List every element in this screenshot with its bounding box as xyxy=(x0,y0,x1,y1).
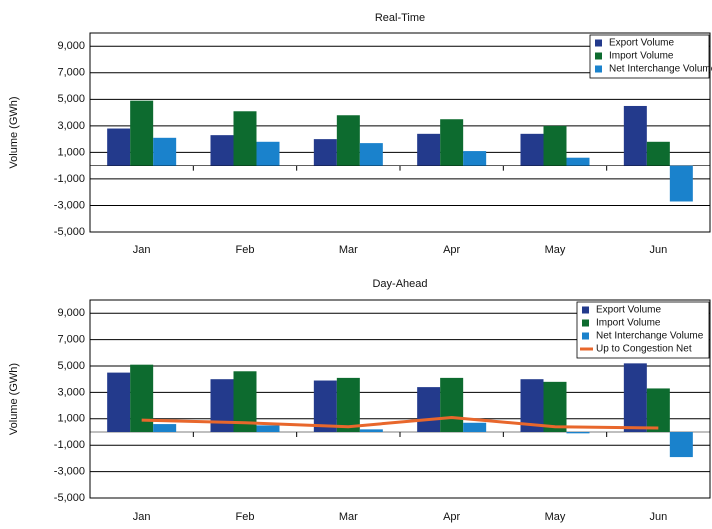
legend-label: Export Volume xyxy=(596,305,661,316)
chart-title: Day-Ahead xyxy=(372,278,427,290)
legend-swatch xyxy=(582,306,589,314)
bar xyxy=(336,115,360,166)
bar xyxy=(566,157,590,166)
x-tick-label: Jun xyxy=(649,244,667,256)
legend-label: Export Volume xyxy=(609,38,674,49)
y-tick-label: -3,000 xyxy=(54,466,85,478)
y-tick-label: 3,000 xyxy=(57,386,85,398)
legend-box xyxy=(576,301,710,359)
chart: Real-Time Volume (GWh) -5,000 -3,000 -1,000 1… xyxy=(8,12,712,256)
bar xyxy=(623,363,647,432)
y-tick-label: -1,000 xyxy=(54,173,85,185)
x-tick-label: Jan xyxy=(133,244,151,256)
bar xyxy=(566,432,590,434)
x-tick-label: May xyxy=(545,244,566,256)
y-tick-label: 7,000 xyxy=(57,334,85,346)
x-tick-label: May xyxy=(545,511,566,523)
legend-label: Import Volume xyxy=(596,318,661,329)
bar xyxy=(543,125,567,166)
chart-title: Real-Time xyxy=(375,12,425,24)
bar xyxy=(463,151,487,166)
y-tick-label: 5,000 xyxy=(57,360,85,372)
bar xyxy=(646,141,670,166)
y-tick-label: 3,000 xyxy=(57,120,85,132)
bar xyxy=(107,372,131,432)
x-tick-label: Jun xyxy=(649,511,667,523)
bar xyxy=(336,377,360,432)
y-tick-label: -5,000 xyxy=(54,492,85,504)
bar xyxy=(210,379,234,432)
legend-label: Up to Congestion Net xyxy=(596,344,692,355)
y-tick-label: -1,000 xyxy=(54,439,85,451)
bar xyxy=(520,379,544,432)
y-tick-label: 9,000 xyxy=(57,307,85,319)
bar xyxy=(669,432,693,458)
bar xyxy=(359,429,383,432)
y-tick-label: 9,000 xyxy=(57,40,85,52)
y-tick-label: 1,000 xyxy=(57,146,85,158)
y-tick-label: 1,000 xyxy=(57,413,85,425)
bar xyxy=(210,135,234,166)
legend-box xyxy=(589,34,710,79)
bar xyxy=(543,381,567,432)
bar xyxy=(520,133,544,166)
x-tick-label: Feb xyxy=(236,244,255,256)
bar xyxy=(623,105,647,166)
bar xyxy=(359,143,383,166)
legend-label: Net Interchange Volume xyxy=(596,331,704,342)
chart: Day-Ahead Volume (GWh) -5,000 -3,000 -1,000 1… xyxy=(8,278,711,523)
y-tick-label: 5,000 xyxy=(57,93,85,105)
bar xyxy=(130,100,154,166)
bar xyxy=(313,380,337,432)
bar xyxy=(669,165,693,202)
legend-swatch xyxy=(595,52,602,60)
bar xyxy=(417,387,441,432)
line-series xyxy=(141,415,659,430)
bar xyxy=(233,371,257,432)
x-tick-label: Apr xyxy=(443,244,460,256)
legend-swatch xyxy=(595,65,602,73)
legend-swatch xyxy=(582,332,589,340)
bar xyxy=(646,388,670,432)
bar xyxy=(440,377,464,432)
y-tick-label: -5,000 xyxy=(54,226,85,238)
bar xyxy=(256,141,280,166)
bar xyxy=(313,139,337,166)
x-tick-label: Jan xyxy=(133,511,151,523)
y-axis-label: Volume (GWh) xyxy=(8,363,20,435)
x-tick-label: Mar xyxy=(339,511,358,523)
y-tick-label: -3,000 xyxy=(54,199,85,211)
legend-label: Net Interchange Volume xyxy=(609,64,712,75)
bar xyxy=(417,133,441,166)
x-tick-label: Apr xyxy=(443,511,460,523)
bar xyxy=(130,364,154,432)
bar xyxy=(107,128,131,166)
bar xyxy=(463,422,487,432)
bar xyxy=(153,137,177,166)
bar xyxy=(153,424,177,432)
legend-label: Import Volume xyxy=(609,51,674,62)
y-axis-label: Volume (GWh) xyxy=(8,96,20,168)
x-tick-label: Mar xyxy=(339,244,358,256)
bar xyxy=(256,425,280,432)
y-tick-label: 7,000 xyxy=(57,67,85,79)
legend-swatch xyxy=(595,39,602,47)
legend-swatch xyxy=(582,319,589,327)
bar xyxy=(233,111,257,166)
bar xyxy=(440,119,464,166)
x-tick-label: Feb xyxy=(236,511,255,523)
